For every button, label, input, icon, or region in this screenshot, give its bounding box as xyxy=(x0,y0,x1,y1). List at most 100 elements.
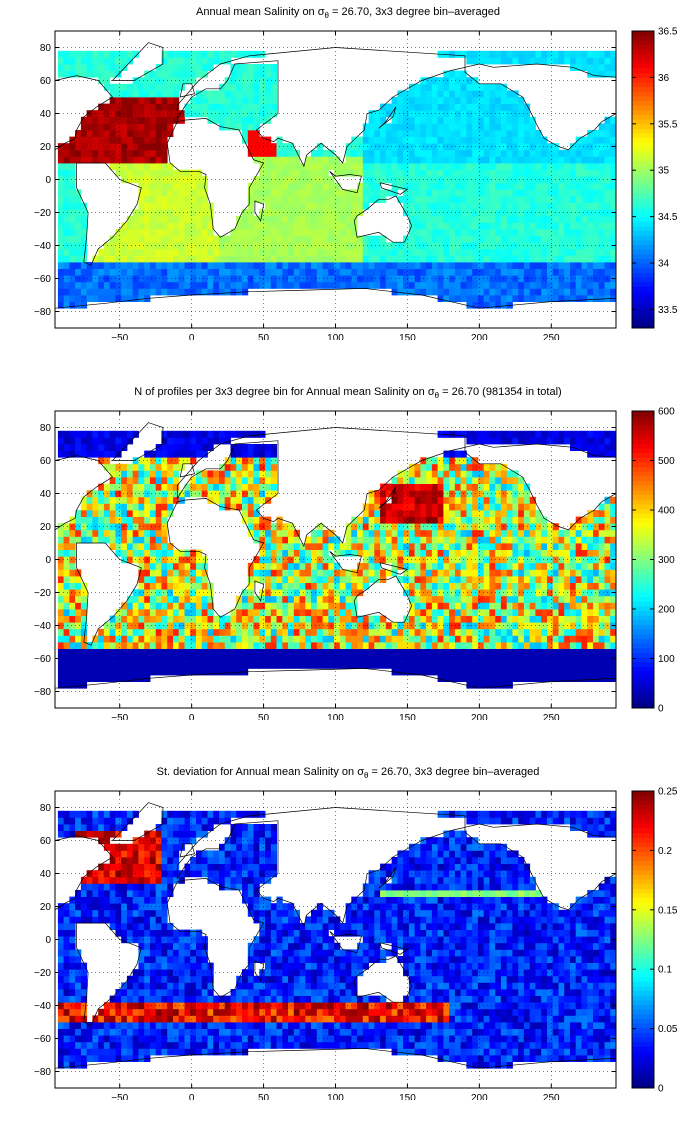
heatmap-cell xyxy=(155,628,162,636)
heatmap-cell xyxy=(161,209,168,217)
heatmap-cell xyxy=(322,268,329,276)
heatmap-cell xyxy=(541,248,548,256)
heatmap-cell xyxy=(132,675,139,682)
heatmap-cell xyxy=(552,189,559,197)
heatmap-cell xyxy=(247,77,254,85)
heatmap-cell xyxy=(259,628,266,636)
heatmap-cell xyxy=(466,556,473,564)
heatmap-cell xyxy=(426,90,433,98)
heatmap-cell xyxy=(593,149,600,157)
heatmap-cell xyxy=(276,576,283,583)
heatmap-cell xyxy=(489,569,496,577)
heatmap-cell xyxy=(75,202,82,210)
heatmap-cell xyxy=(403,529,410,537)
heatmap-cell xyxy=(443,202,450,210)
heatmap-cell xyxy=(403,90,410,98)
heatmap-cell xyxy=(391,281,398,289)
heatmap-cell xyxy=(523,235,531,243)
heatmap-cell xyxy=(224,470,231,478)
heatmap-cell xyxy=(426,490,433,498)
heatmap-cell xyxy=(362,562,369,570)
heatmap-cell xyxy=(420,477,427,484)
heatmap-cell xyxy=(155,123,162,131)
colorbar-segment xyxy=(632,63,654,69)
heatmap-cell xyxy=(495,529,502,537)
heatmap-cell xyxy=(265,149,272,157)
heatmap-cell xyxy=(80,229,88,236)
heatmap-cell xyxy=(299,163,306,170)
heatmap-cell xyxy=(443,156,450,164)
heatmap-cell xyxy=(184,437,191,445)
heatmap-cell xyxy=(575,268,582,276)
heatmap-cell xyxy=(109,90,116,98)
heatmap-cell xyxy=(535,169,542,177)
heatmap-cell xyxy=(345,281,352,289)
heatmap-cell xyxy=(598,130,605,137)
heatmap-cell xyxy=(132,510,139,517)
heatmap-cell xyxy=(506,209,513,217)
heatmap-cell xyxy=(454,661,462,669)
heatmap-cell xyxy=(431,510,439,517)
heatmap-cell xyxy=(506,149,513,157)
heatmap-cell xyxy=(529,215,536,223)
heatmap-cell xyxy=(184,70,191,78)
heatmap-cell xyxy=(167,130,174,137)
heatmap-cell xyxy=(109,116,116,124)
heatmap-cell xyxy=(380,543,387,550)
heatmap-cell xyxy=(103,64,111,71)
heatmap-cell xyxy=(69,681,76,689)
heatmap-cell xyxy=(115,543,122,550)
heatmap-cell xyxy=(178,457,185,465)
heatmap-cell xyxy=(80,222,88,230)
heatmap-cell xyxy=(420,83,427,91)
heatmap-cell xyxy=(219,255,226,263)
heatmap-cell xyxy=(167,490,174,498)
heatmap-cell xyxy=(495,569,502,577)
heatmap-cell xyxy=(155,275,162,283)
colorbar-segment xyxy=(632,119,654,125)
heatmap-cell xyxy=(362,661,369,669)
colorbar-segment xyxy=(632,272,654,278)
heatmap-cell xyxy=(299,182,306,190)
heatmap-cell xyxy=(305,582,312,590)
profile-count-map-chart: −50 0 50 100 150 200 250−80−60−40−200204060800… xyxy=(34,407,675,721)
heatmap-cell xyxy=(593,235,600,243)
heatmap-cell xyxy=(109,642,116,649)
heatmap-cell xyxy=(63,149,70,157)
heatmap-cell xyxy=(426,182,433,190)
colorbar-segment xyxy=(632,276,654,283)
heatmap-cell xyxy=(190,655,197,663)
colorbar-segment xyxy=(632,142,654,148)
heatmap-cell xyxy=(426,169,433,177)
heatmap-cell xyxy=(178,595,185,603)
heatmap-cell xyxy=(500,156,508,164)
heatmap-cell xyxy=(466,110,473,118)
heatmap-cell xyxy=(426,496,433,504)
heatmap-cell xyxy=(575,143,582,151)
heatmap-cell xyxy=(288,562,295,570)
heatmap-cell xyxy=(57,628,65,636)
heatmap-cell xyxy=(437,582,444,590)
heatmap-cell xyxy=(299,242,306,250)
heatmap-cell xyxy=(489,83,496,91)
heatmap-cell xyxy=(161,470,168,478)
heatmap-cell xyxy=(196,444,203,451)
heatmap-cell xyxy=(161,182,168,190)
heatmap-cell xyxy=(523,215,531,223)
heatmap-cell xyxy=(460,661,467,669)
heatmap-cell xyxy=(161,477,168,484)
heatmap-cell xyxy=(69,628,76,636)
heatmap-cell xyxy=(420,648,427,656)
heatmap-cell xyxy=(138,295,145,302)
heatmap-cell xyxy=(489,209,496,217)
heatmap-cell xyxy=(103,130,111,137)
heatmap-cell xyxy=(523,268,531,276)
heatmap-cell xyxy=(506,661,513,669)
heatmap-cell xyxy=(345,229,352,236)
heatmap-cell xyxy=(109,523,116,531)
heatmap-cell xyxy=(431,189,439,197)
heatmap-cell xyxy=(288,595,295,603)
heatmap-cell xyxy=(466,648,473,656)
heatmap-cell xyxy=(311,248,318,256)
heatmap-cell xyxy=(477,582,485,590)
